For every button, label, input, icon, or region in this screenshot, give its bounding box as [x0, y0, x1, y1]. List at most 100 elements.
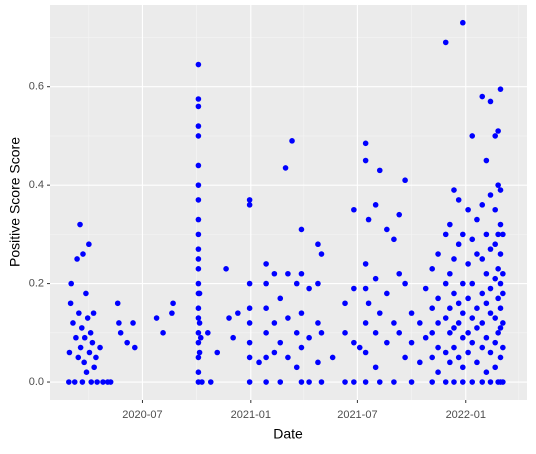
point — [195, 96, 202, 102]
point — [306, 285, 312, 292]
point — [500, 320, 506, 326]
point — [207, 379, 214, 385]
point — [469, 133, 476, 139]
point — [447, 330, 453, 336]
panel — [50, 5, 527, 400]
point — [497, 187, 504, 193]
point — [483, 300, 490, 307]
point — [351, 206, 357, 213]
point — [465, 349, 471, 356]
point — [500, 231, 506, 238]
point — [408, 379, 415, 385]
point — [362, 285, 369, 292]
point — [422, 334, 429, 341]
point — [66, 349, 73, 356]
point — [483, 369, 490, 375]
point — [342, 300, 348, 307]
point — [365, 300, 372, 307]
point — [487, 349, 494, 356]
point — [70, 320, 76, 326]
point — [451, 325, 457, 331]
point — [195, 266, 202, 272]
point — [195, 133, 202, 139]
point — [447, 305, 453, 312]
x-tick-label: 2022-01 — [446, 409, 486, 421]
point — [356, 344, 363, 351]
point — [83, 369, 90, 375]
point — [263, 354, 269, 361]
point — [487, 310, 494, 316]
point — [76, 310, 82, 316]
point — [435, 369, 441, 375]
point — [342, 379, 348, 385]
point — [492, 275, 499, 282]
point — [285, 354, 291, 361]
point — [298, 226, 305, 233]
point — [479, 379, 486, 385]
point — [263, 330, 269, 336]
point — [469, 236, 476, 243]
point — [289, 138, 295, 144]
point — [442, 39, 449, 46]
point — [497, 251, 504, 257]
point — [195, 246, 202, 252]
point — [196, 320, 203, 326]
point — [277, 379, 284, 385]
point — [492, 206, 499, 213]
point — [495, 330, 501, 336]
point — [460, 231, 466, 238]
point — [230, 334, 236, 341]
point — [417, 320, 423, 326]
point — [500, 344, 506, 351]
point — [469, 315, 476, 321]
point — [298, 270, 305, 277]
point — [492, 364, 499, 371]
point — [195, 330, 202, 336]
point — [384, 339, 390, 346]
point — [384, 226, 390, 233]
point — [455, 197, 462, 203]
point — [451, 256, 457, 262]
point — [492, 241, 499, 248]
point — [195, 123, 202, 129]
point — [391, 320, 397, 326]
point — [429, 305, 435, 312]
y-axis-title: Positive Score Score — [7, 137, 23, 267]
point — [500, 290, 506, 297]
point — [429, 330, 435, 336]
point — [197, 334, 204, 341]
point — [195, 197, 202, 203]
point — [465, 330, 471, 336]
point — [376, 310, 383, 316]
x-tick-label: 2021-01 — [231, 409, 271, 421]
point — [293, 364, 300, 371]
point — [455, 320, 462, 326]
point — [80, 251, 86, 257]
point — [451, 379, 457, 385]
point — [195, 280, 202, 287]
point — [246, 379, 253, 385]
x-tick-label: 2021-07 — [337, 409, 377, 421]
point — [196, 290, 203, 297]
point — [271, 270, 278, 277]
point — [497, 280, 504, 287]
point — [285, 270, 291, 277]
point — [455, 241, 462, 248]
point — [479, 93, 486, 100]
point — [408, 310, 415, 316]
point — [451, 344, 457, 351]
point — [306, 334, 312, 341]
point — [372, 275, 379, 282]
point — [318, 379, 325, 385]
point — [362, 379, 369, 385]
point — [246, 320, 253, 326]
point — [75, 354, 82, 361]
x-tick-label: 2020-07 — [122, 409, 162, 421]
point — [195, 162, 202, 169]
x-axis-title: Date — [273, 426, 303, 442]
point — [495, 128, 501, 134]
point — [474, 216, 480, 223]
point — [235, 310, 241, 316]
point — [195, 339, 202, 346]
